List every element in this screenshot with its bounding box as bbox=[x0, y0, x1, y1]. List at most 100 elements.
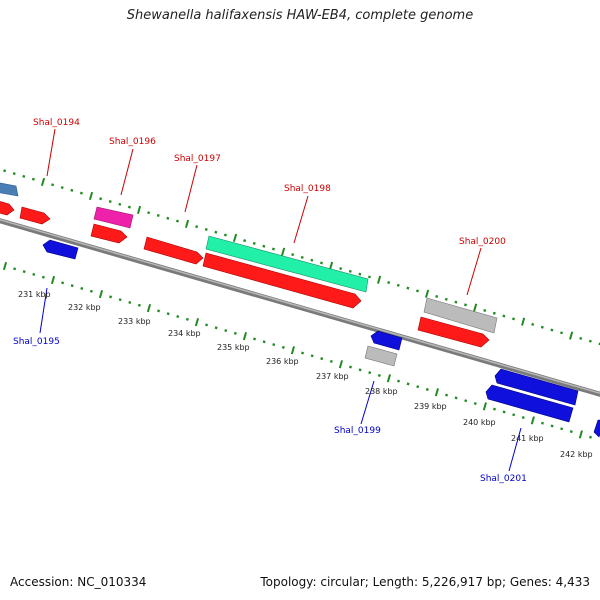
reverse-minor-tick bbox=[224, 329, 228, 333]
forward-minor-tick bbox=[367, 275, 371, 279]
label-shal-0197[interactable]: Shal_0197 bbox=[174, 154, 221, 164]
reverse-minor-tick bbox=[560, 427, 564, 431]
gene-shal-0196-red[interactable] bbox=[90, 223, 128, 244]
reverse-minor-tick bbox=[358, 368, 362, 372]
forward-major-tick bbox=[377, 275, 382, 284]
forward-minor-tick bbox=[147, 211, 151, 215]
forward-minor-tick bbox=[127, 205, 131, 209]
reverse-minor-tick bbox=[233, 331, 237, 335]
scale-label-231: 231 kbp bbox=[18, 290, 51, 299]
gene-shal-0198[interactable] bbox=[205, 235, 369, 293]
reverse-minor-tick bbox=[521, 416, 525, 420]
label-shal-0201[interactable]: Shal_0201 bbox=[480, 474, 527, 484]
label-shal-0199[interactable]: Shal_0199 bbox=[334, 426, 381, 436]
reverse-minor-tick bbox=[118, 298, 122, 302]
reverse-minor-tick bbox=[205, 323, 209, 327]
forward-major-tick bbox=[232, 233, 238, 242]
reverse-minor-tick bbox=[301, 351, 305, 355]
forward-minor-tick bbox=[214, 230, 218, 234]
scale-label-242: 242 kbp bbox=[560, 450, 593, 459]
forward-minor-tick bbox=[560, 331, 564, 335]
reverse-minor-tick bbox=[454, 396, 458, 400]
reverse-major-tick bbox=[2, 261, 8, 271]
forward-minor-tick bbox=[79, 191, 83, 195]
scale-label-240: 240 kbp bbox=[463, 418, 496, 427]
forward-minor-tick bbox=[300, 255, 304, 259]
gene-blue-partial[interactable] bbox=[593, 419, 600, 438]
reverse-minor-tick bbox=[550, 424, 554, 428]
reverse-minor-tick bbox=[281, 345, 285, 349]
forward-minor-tick bbox=[483, 308, 487, 312]
gene-shal-0197[interactable] bbox=[143, 236, 204, 265]
forward-major-tick bbox=[280, 247, 286, 256]
leader-shal-0198 bbox=[293, 195, 309, 244]
reverse-minor-tick bbox=[588, 435, 592, 439]
reverse-minor-tick bbox=[128, 301, 132, 304]
forward-major-tick bbox=[184, 219, 190, 228]
scale-label-237: 237 kbp bbox=[316, 372, 349, 381]
forward-minor-tick bbox=[262, 244, 266, 248]
genome-backbone bbox=[0, 218, 600, 397]
forward-minor-tick bbox=[156, 213, 160, 217]
gene-shal-0201-a[interactable] bbox=[494, 368, 579, 406]
gene-shal-0198-red[interactable] bbox=[202, 252, 362, 309]
reverse-minor-tick bbox=[253, 337, 257, 341]
gene-shal-0196[interactable] bbox=[93, 206, 134, 229]
forward-minor-tick bbox=[531, 322, 535, 326]
forward-minor-tick bbox=[3, 169, 7, 173]
genome-backbone-highlight bbox=[0, 219, 600, 394]
gene-shal-0199[interactable] bbox=[364, 345, 398, 367]
label-shal-0198[interactable]: Shal_0198 bbox=[284, 184, 331, 194]
genome-summary-text: Topology: circular; Length: 5,226,917 bp… bbox=[260, 575, 590, 589]
forward-minor-tick bbox=[118, 202, 122, 206]
gene-shal-0200[interactable] bbox=[423, 297, 498, 334]
reverse-minor-tick bbox=[109, 295, 113, 299]
gene-red-partial[interactable] bbox=[0, 200, 15, 216]
forward-minor-tick bbox=[415, 289, 419, 293]
reverse-minor-tick bbox=[41, 275, 45, 279]
forward-minor-tick bbox=[108, 200, 112, 204]
reverse-minor-tick bbox=[445, 393, 448, 397]
forward-minor-tick bbox=[502, 314, 506, 318]
leader-shal-0195 bbox=[39, 287, 48, 334]
forward-minor-tick bbox=[195, 225, 199, 229]
gene-label-group: Shal_0194 Shal_0196 Shal_0197 Shal_0198 … bbox=[13, 118, 527, 484]
forward-genes bbox=[0, 182, 498, 348]
reverse-minor-tick bbox=[349, 365, 353, 369]
label-shal-0194[interactable]: Shal_0194 bbox=[33, 118, 80, 128]
forward-minor-tick bbox=[579, 336, 583, 340]
label-shal-0196[interactable]: Shal_0196 bbox=[109, 137, 156, 147]
forward-minor-tick bbox=[406, 286, 410, 290]
forward-major-tick bbox=[521, 317, 526, 326]
gene-shal-0194[interactable] bbox=[19, 206, 51, 225]
reverse-minor-tick bbox=[80, 286, 84, 290]
forward-minor-tick bbox=[540, 325, 544, 329]
gene-shal-0201[interactable] bbox=[485, 384, 574, 423]
forward-minor-tick bbox=[319, 261, 323, 265]
reverse-minor-tick bbox=[329, 359, 333, 363]
scale-label-241: 241 kbp bbox=[511, 434, 544, 443]
reverse-genes bbox=[42, 239, 600, 438]
forward-minor-tick bbox=[358, 272, 362, 276]
forward-minor-tick bbox=[60, 186, 64, 190]
gene-shal-0195[interactable] bbox=[42, 239, 79, 260]
forward-minor-tick bbox=[22, 174, 26, 178]
scale-label-232: 232 kbp bbox=[68, 303, 101, 312]
reverse-major-tick bbox=[50, 275, 56, 285]
forward-minor-tick bbox=[271, 247, 275, 251]
forward-minor-tick bbox=[204, 227, 208, 231]
scale-label-238: 238 kbp bbox=[365, 387, 398, 396]
gene-steel-partial[interactable] bbox=[0, 182, 19, 197]
label-shal-0195[interactable]: Shal_0195 bbox=[13, 337, 60, 347]
reverse-major-tick bbox=[434, 388, 439, 397]
reverse-minor-tick bbox=[22, 270, 26, 274]
reverse-minor-tick bbox=[493, 407, 496, 411]
gene-shal-0199-blue[interactable] bbox=[370, 330, 403, 351]
forward-minor-tick bbox=[512, 317, 515, 321]
gene-shal-0200-red[interactable] bbox=[417, 316, 490, 348]
label-shal-0200[interactable]: Shal_0200 bbox=[459, 237, 506, 247]
reverse-major-tick bbox=[98, 289, 104, 299]
reverse-minor-tick bbox=[61, 281, 65, 285]
